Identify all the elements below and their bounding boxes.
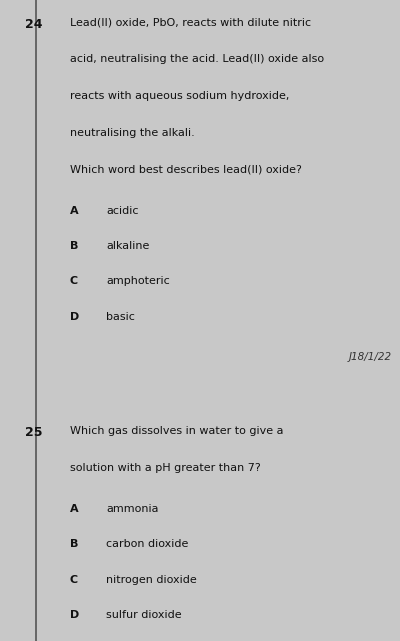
Text: neutralising the alkali.: neutralising the alkali. <box>70 128 195 138</box>
Text: nitrogen dioxide: nitrogen dioxide <box>106 575 197 585</box>
Text: alkaline: alkaline <box>106 241 149 251</box>
Text: C: C <box>70 575 78 585</box>
Text: Which word best describes lead(II) oxide?: Which word best describes lead(II) oxide… <box>70 164 302 174</box>
Text: amphoteric: amphoteric <box>106 276 170 287</box>
Text: C: C <box>70 276 78 287</box>
Text: D: D <box>70 610 79 620</box>
Text: solution with a pH greater than 7?: solution with a pH greater than 7? <box>70 463 261 472</box>
Text: basic: basic <box>106 312 135 322</box>
Text: acidic: acidic <box>106 206 138 216</box>
Text: D: D <box>70 312 79 322</box>
Text: B: B <box>70 540 78 549</box>
Text: acid, neutralising the acid. Lead(II) oxide also: acid, neutralising the acid. Lead(II) ox… <box>70 54 324 65</box>
Text: A: A <box>70 504 79 514</box>
Text: A: A <box>70 206 79 216</box>
Text: sulfur dioxide: sulfur dioxide <box>106 610 182 620</box>
Text: Which gas dissolves in water to give a: Which gas dissolves in water to give a <box>70 426 284 436</box>
Text: carbon dioxide: carbon dioxide <box>106 540 188 549</box>
Text: Lead(II) oxide, PbO, reacts with dilute nitric: Lead(II) oxide, PbO, reacts with dilute … <box>70 18 311 28</box>
Text: J18/1/22: J18/1/22 <box>349 352 392 362</box>
Text: B: B <box>70 241 78 251</box>
Text: 24: 24 <box>24 18 42 31</box>
Text: reacts with aqueous sodium hydroxide,: reacts with aqueous sodium hydroxide, <box>70 91 289 101</box>
Text: 25: 25 <box>24 426 42 439</box>
Text: ammonia: ammonia <box>106 504 158 514</box>
